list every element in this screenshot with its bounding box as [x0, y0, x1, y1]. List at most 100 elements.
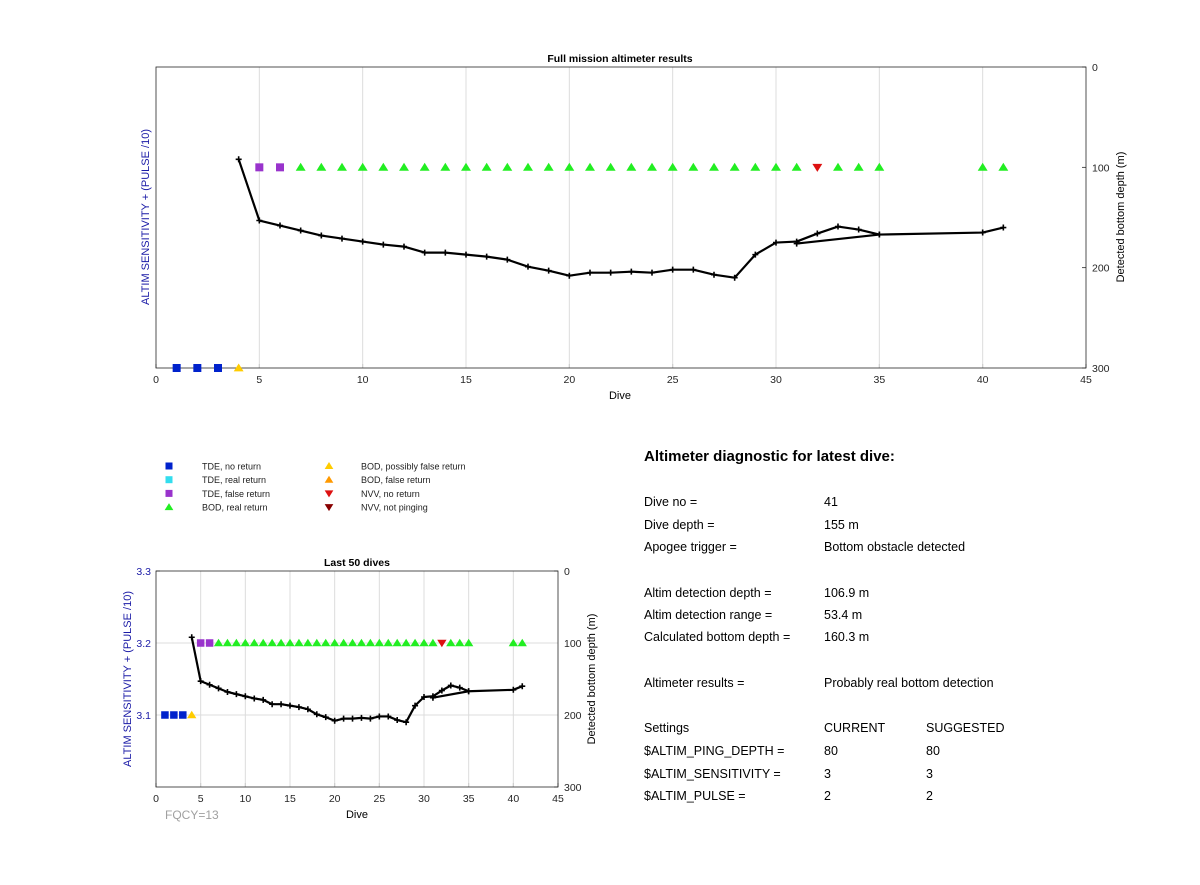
- bottom-depth-point-0: [188, 634, 195, 641]
- legend-label-nvv_no_return: NVV, no return: [361, 489, 420, 499]
- bottom-marker-bod_real_return-25: [446, 638, 456, 647]
- bottom-ltick-label-1: 3.2: [136, 638, 151, 650]
- top-xtick-label-4: 20: [563, 374, 575, 386]
- bottom-marker-bod_real_return-4: [249, 638, 259, 647]
- bottom-chart-ylabel-right: Detected bottom depth (m): [586, 614, 598, 745]
- top-marker-bod_real_return-2: [337, 162, 347, 171]
- top-rtick-label-0: 0: [1092, 62, 1098, 74]
- legend-marker-tde_no_return: [165, 462, 173, 470]
- detect-range-value: 53.4 m: [824, 608, 863, 622]
- bottom-depth-point-15: [322, 714, 329, 721]
- top-marker-bod_real_return-29: [998, 162, 1009, 171]
- top-rtick-label-1: 100: [1092, 162, 1110, 174]
- calc-depth-value: 160.3 m: [824, 630, 870, 644]
- top-depth-point-10: [442, 249, 449, 256]
- top-depth-point-1: [256, 217, 263, 224]
- top-marker-bod_real_return-28: [977, 162, 988, 171]
- legend-label-tde_real_return: TDE, real return: [202, 475, 266, 485]
- bottom-depth-point-10: [278, 701, 285, 708]
- sensitivity-current: 3: [824, 767, 831, 781]
- bottom-depth-point-6: [242, 693, 249, 700]
- fqcy-label: FQCY=13: [165, 808, 219, 822]
- top-marker-bod_real_return-12: [543, 162, 554, 171]
- results-value: Probably real bottom detection: [824, 676, 994, 690]
- top-depth-point-34: [979, 229, 986, 236]
- bottom-chart-xlabel: Dive: [346, 809, 368, 821]
- bottom-depth-point-20: [367, 715, 374, 722]
- top-marker-bod_real_return-8: [461, 162, 471, 171]
- top-marker-bod_real_return-25: [833, 162, 843, 171]
- bottom-marker-bod_real_return-28: [508, 638, 518, 647]
- bottom-ltick-label-2: 3.1: [136, 710, 151, 722]
- bottom-xtick-label-4: 20: [329, 793, 341, 805]
- bottom-depth-point-5: [233, 691, 240, 698]
- legend-label-tde_no_return: TDE, no return: [202, 462, 261, 472]
- top-marker-bod_real_return-0: [295, 162, 306, 171]
- bottom-depth-point-16: [331, 717, 338, 724]
- bottom-depth-point-19: [358, 714, 365, 721]
- bottom-marker-bod_real_return-8: [285, 638, 295, 647]
- top-marker-nvv_no_return-0: [812, 163, 823, 172]
- bottom-marker-bod_real_return-22: [410, 638, 420, 647]
- bottom-marker-bod_real_return-13: [330, 638, 340, 647]
- bottom-depth-point-35: [519, 683, 526, 690]
- bottom-chart-right-ticks: 0 100 200 300: [554, 566, 582, 794]
- top-xtick-label-7: 35: [873, 374, 885, 386]
- top-depth-point-33: [876, 231, 883, 238]
- top-marker-tde_false_return-1: [276, 163, 284, 172]
- bottom-marker-tde_no_return-0: [161, 711, 169, 719]
- top-chart-xlabel: Dive: [609, 390, 631, 402]
- bottom-xtick-label-7: 35: [463, 793, 475, 805]
- top-marker-bod_real_return-5: [399, 162, 409, 171]
- legend-label-bod_false_return: BOD, false return: [361, 475, 431, 485]
- bottom-marker-nvv_no_return-0: [437, 639, 447, 648]
- apogee-value: Bottom obstacle detected: [824, 540, 966, 554]
- legend: TDE, no return TDE, real return TDE, false…: [164, 462, 466, 513]
- bottom-marker-tde_no_return-1: [170, 711, 178, 719]
- top-depth-point-21: [669, 266, 676, 273]
- top-marker-bod_real_return-6: [419, 162, 430, 171]
- bottom-rtick-label-3: 300: [564, 782, 582, 794]
- top-marker-bod_real_return-20: [709, 162, 719, 171]
- bottom-chart-ylabel-left: ALTIM SENSITIVITY + (PULSE /10): [122, 591, 134, 767]
- top-depth-point-13: [504, 256, 511, 263]
- top-depth-point-16: [566, 272, 573, 279]
- bottom-depth-point-22: [385, 713, 392, 720]
- bottom-depth-point-25: [412, 702, 419, 709]
- top-depth-point-14: [525, 263, 531, 270]
- top-marker-bod_real_return-18: [667, 162, 678, 171]
- bottom-marker-bod_real_return-14: [338, 638, 349, 647]
- legend-label-nvv_not_pinging: NVV, not pinging: [361, 503, 428, 513]
- top-xtick-label-5: 25: [667, 374, 679, 386]
- apogee-label: Apogee trigger =: [644, 540, 737, 554]
- sensitivity-label: $ALTIM_SENSITIVITY =: [644, 767, 781, 781]
- bottom-marker-bod_real_return-2: [231, 638, 242, 647]
- results-label: Altimeter results =: [644, 676, 745, 690]
- bottom-marker-bod_real_return-5: [258, 638, 268, 647]
- bottom-ltick-label-0: 3.3: [136, 566, 151, 578]
- top-depth-point-24: [731, 274, 738, 281]
- top-rtick-label-2: 200: [1092, 263, 1110, 275]
- top-depth-point-4: [318, 232, 325, 239]
- bottom-marker-bod_real_return-3: [240, 638, 250, 647]
- top-rtick-label-3: 300: [1092, 363, 1110, 375]
- legend-label-bod_possibly_false: BOD, possibly false return: [361, 462, 466, 472]
- bottom-depth-point-23: [394, 717, 401, 724]
- bottom-chart-title: Last 50 dives: [324, 557, 390, 569]
- bottom-marker-bod_real_return-21: [401, 638, 411, 647]
- bottom-depth-point-30: [456, 684, 463, 691]
- bottom-chart-left-ticks: 3.3 3.2 3.1: [136, 566, 160, 722]
- bottom-xtick-label-6: 30: [418, 793, 430, 805]
- top-depth-point-2: [277, 222, 283, 229]
- detect-depth-label: Altim detection depth =: [644, 586, 772, 600]
- top-xtick-label-2: 10: [357, 374, 369, 386]
- bottom-marker-bod_real_return-15: [347, 638, 358, 647]
- bottom-xtick-label-3: 15: [284, 793, 296, 805]
- bottom-chart-x-ticks: 0 5 10 15 20 25 30 35 40 45: [153, 783, 564, 805]
- top-depth-point-32: [793, 240, 800, 247]
- top-marker-bod_real_return-19: [688, 162, 699, 171]
- bottom-depth-point-7: [251, 695, 258, 702]
- top-marker-bod_real_return-13: [564, 162, 575, 171]
- bottom-chart-plot: [155, 570, 559, 788]
- bottom-xtick-label-0: 0: [153, 793, 159, 805]
